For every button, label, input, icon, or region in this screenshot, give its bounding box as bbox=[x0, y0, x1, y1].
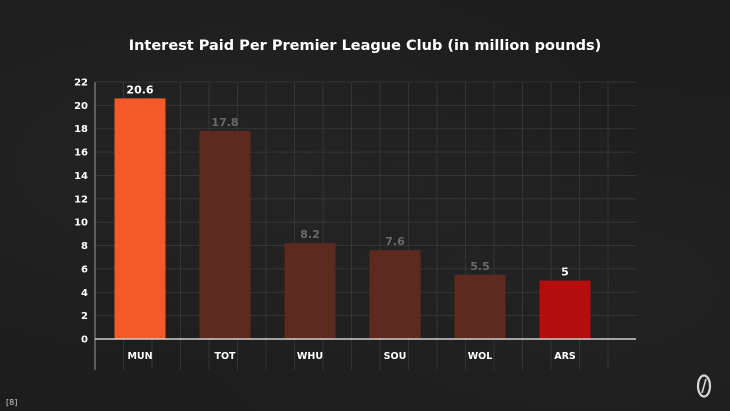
x-tick-label: SOU bbox=[384, 351, 407, 362]
x-tick-label: MUN bbox=[127, 351, 152, 362]
y-tick-label: 12 bbox=[74, 194, 88, 205]
y-tick-label: 22 bbox=[74, 78, 88, 89]
y-tick-label: 8 bbox=[81, 241, 88, 252]
y-tick-label: 4 bbox=[81, 288, 88, 299]
bar-sou bbox=[369, 250, 421, 339]
bar-ars bbox=[539, 280, 591, 339]
bar-mun bbox=[114, 98, 166, 339]
bar-tot bbox=[199, 131, 251, 339]
y-tick-label: 16 bbox=[74, 148, 88, 159]
data-label: 17.8 bbox=[211, 116, 238, 129]
y-tick-label: 6 bbox=[81, 264, 88, 275]
y-tick-label: 10 bbox=[74, 218, 88, 229]
data-label: 20.6 bbox=[126, 83, 153, 96]
brand-o-icon bbox=[696, 373, 712, 399]
data-label: 7.6 bbox=[385, 235, 405, 248]
y-tick-label: 14 bbox=[74, 171, 88, 182]
data-label: 5.5 bbox=[470, 260, 490, 273]
data-label: 5 bbox=[561, 266, 569, 279]
bar-whu bbox=[284, 243, 336, 339]
bar-wol bbox=[454, 274, 506, 339]
y-tick-label: 2 bbox=[81, 311, 88, 322]
y-tick-label: 18 bbox=[74, 124, 88, 135]
footnote: [8] bbox=[6, 398, 18, 407]
x-tick-label: TOT bbox=[214, 351, 236, 362]
y-tick-label: 20 bbox=[74, 101, 88, 112]
data-label: 8.2 bbox=[300, 228, 320, 241]
y-tick-label: 0 bbox=[81, 335, 88, 346]
x-tick-label: WHU bbox=[297, 351, 323, 362]
chart-title: Interest Paid Per Premier League Club (i… bbox=[128, 38, 602, 54]
x-tick-label: WOL bbox=[468, 351, 493, 362]
x-tick-label: ARS bbox=[554, 351, 576, 362]
